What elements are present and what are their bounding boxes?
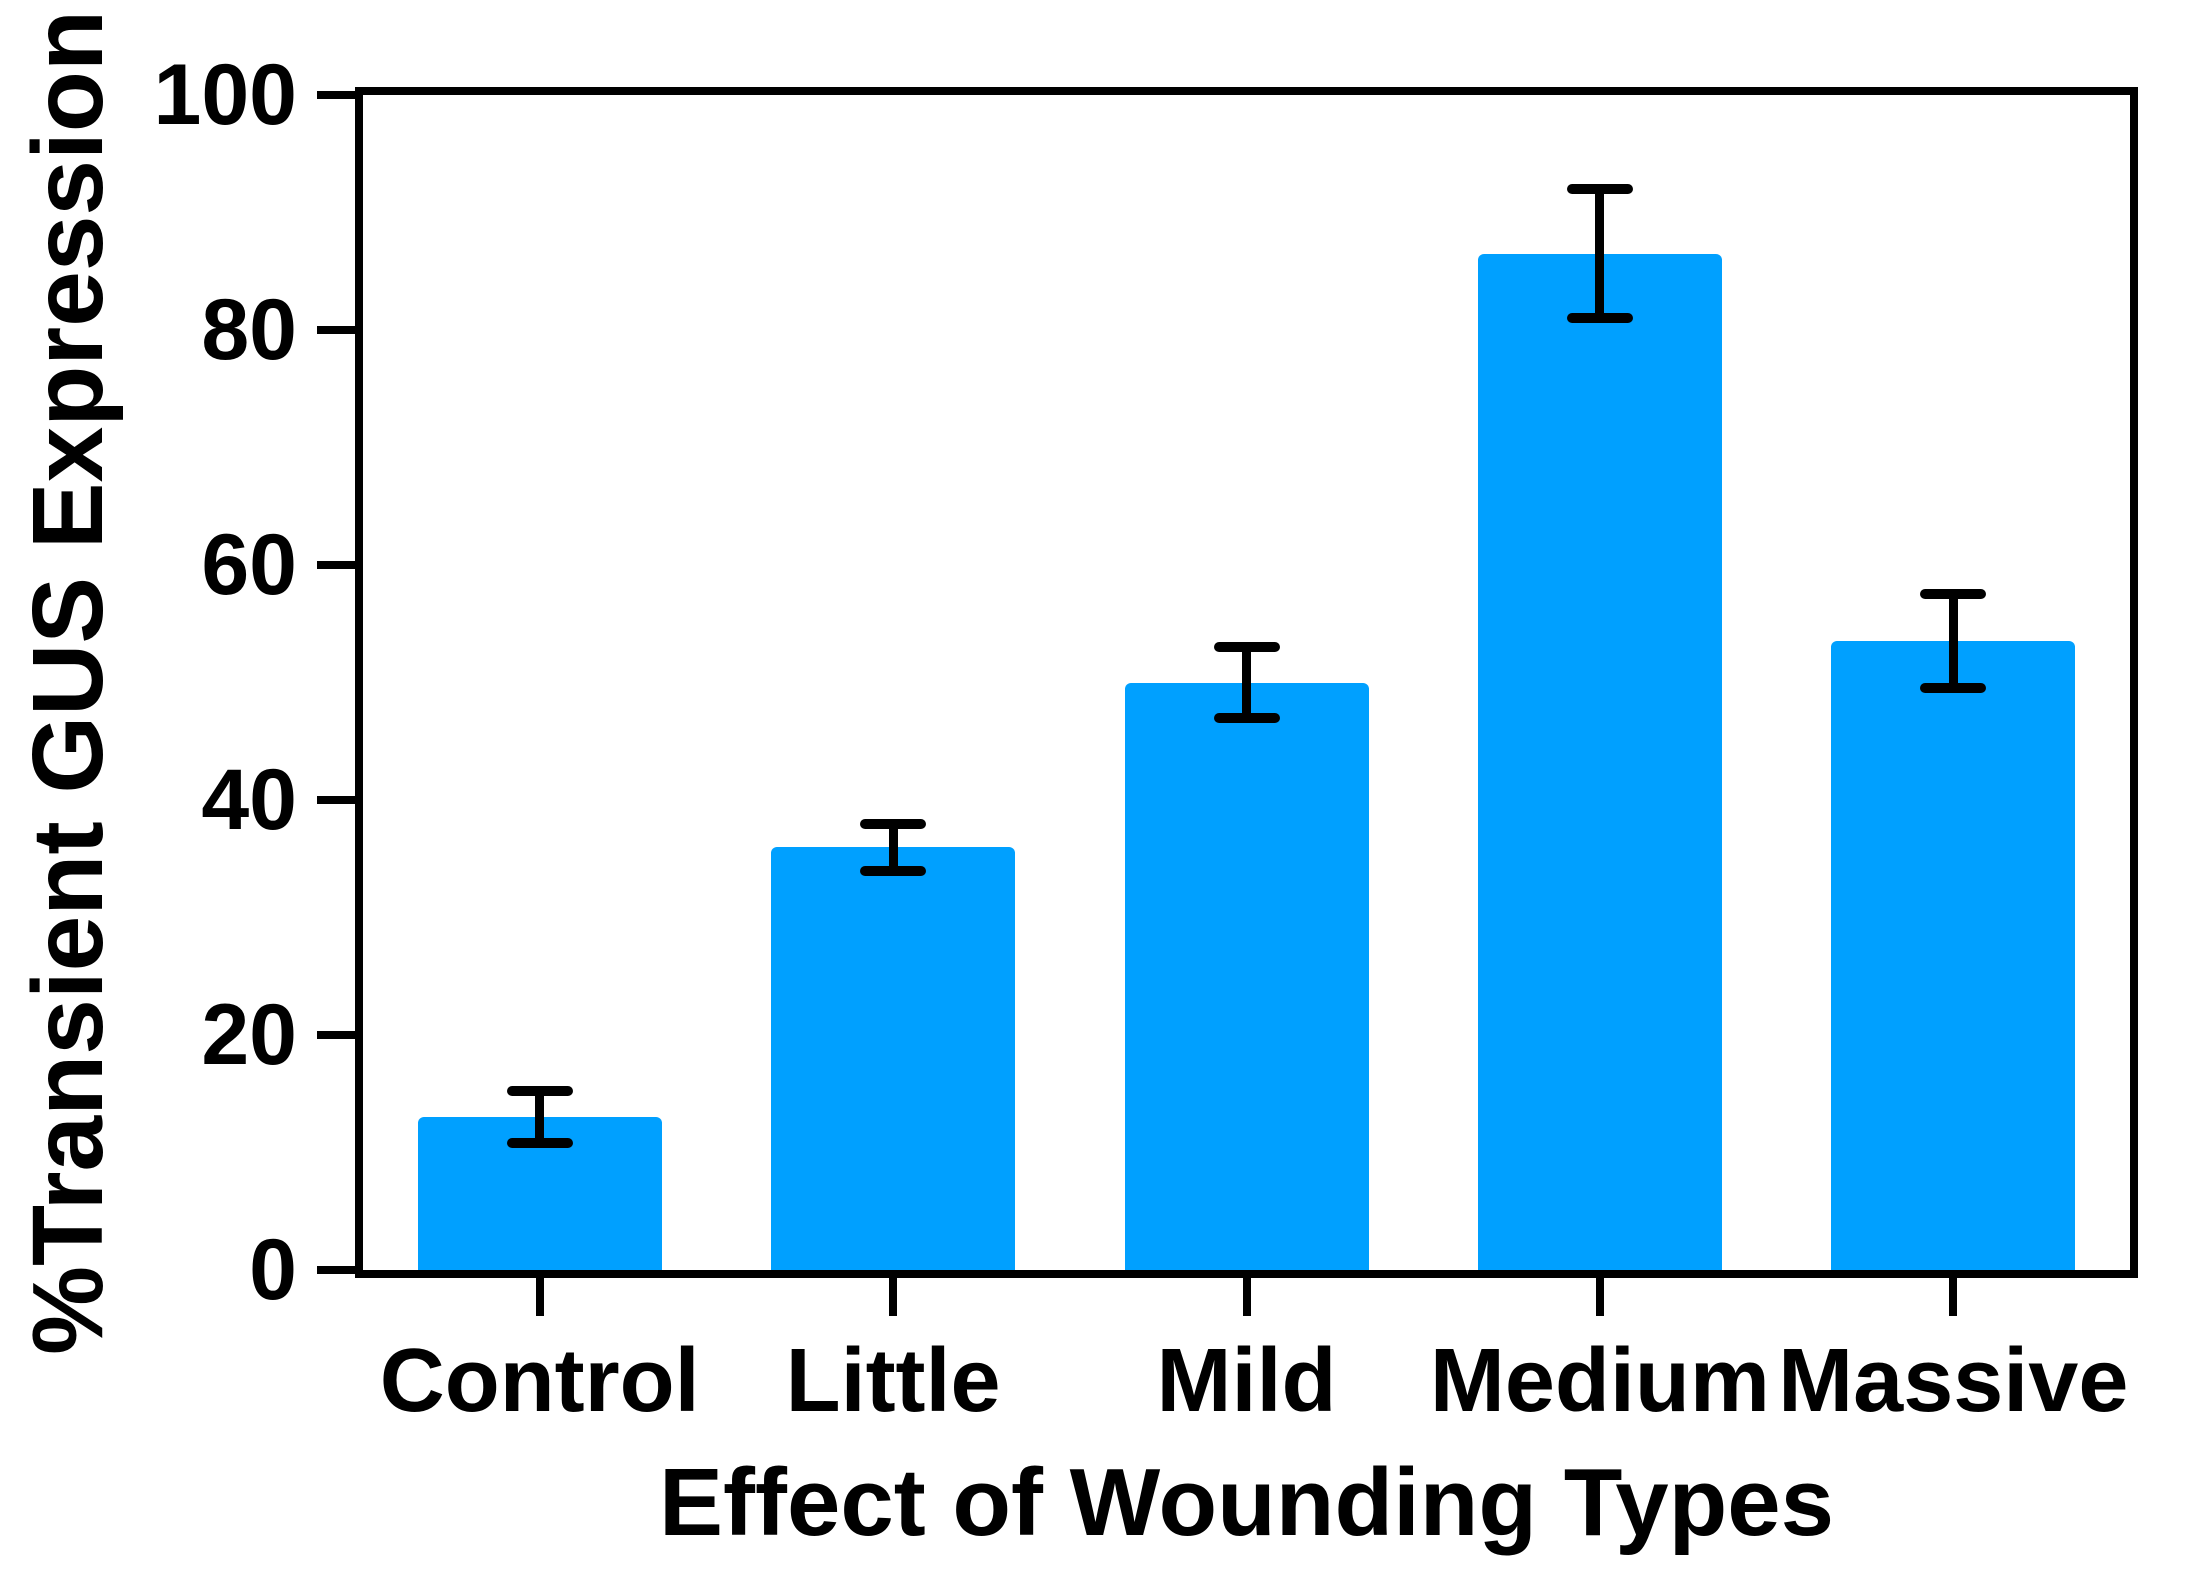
error-bar-bottom-cap [1920, 683, 1987, 694]
x-axis-tick [1242, 1278, 1251, 1316]
y-tick-label: 60 [201, 517, 297, 613]
error-bar-bottom-cap [1566, 313, 1633, 324]
y-axis-tick [317, 326, 355, 334]
y-tick-label: 20 [201, 987, 297, 1083]
category-label: Medium [1429, 1331, 1770, 1431]
category-label: Massive [1778, 1331, 2129, 1431]
bar [1124, 682, 1369, 1270]
y-tick-label: 0 [249, 1222, 297, 1318]
plot-area: 0 20 40 60 80 100 Control Little Mild Medium Massi… [154, 48, 2138, 1431]
bar [1831, 641, 2076, 1270]
y-axis-tick [317, 796, 355, 804]
bar [1477, 253, 1722, 1270]
error-bar-line [1595, 189, 1605, 319]
category-label: Little [785, 1331, 1001, 1431]
error-bar-bottom-cap [860, 865, 927, 876]
error-bar-top-cap [1920, 589, 1987, 600]
y-axis-tick [317, 91, 355, 99]
y-tick-label: 100 [153, 47, 298, 143]
error-bar-top-cap [506, 1086, 573, 1097]
error-bar-top-cap [1566, 184, 1633, 194]
category-label: Mild [1156, 1331, 1337, 1431]
plot-canvas: 0 20 40 60 80 100 Control Little Mild Medium Massi… [154, 48, 2130, 1431]
x-axis-tick [535, 1278, 544, 1316]
error-bar-line [888, 823, 898, 871]
error-bar-line [1242, 647, 1251, 718]
y-tick-label: 40 [201, 752, 297, 848]
x-axis-tick [889, 1278, 898, 1316]
y-axis-tick [317, 561, 355, 569]
category-label: Control [379, 1331, 700, 1431]
y-axis-title: %Transient GUS Expression [8, 10, 128, 1355]
y-axis-tick [317, 1031, 355, 1039]
error-bar-top-cap [1213, 642, 1280, 653]
y-axis-title-text: %Transient GUS Expression [11, 10, 124, 1355]
x-axis-title: Effect of Wounding Types [658, 1449, 1835, 1556]
error-bar-top-cap [860, 818, 927, 829]
y-axis-tick [317, 1266, 355, 1274]
error-bar-bottom-cap [1213, 712, 1280, 723]
x-axis-tick [1595, 1278, 1604, 1316]
bar [771, 847, 1016, 1270]
error-bar-bottom-cap [506, 1138, 573, 1149]
error-bar-line [535, 1091, 545, 1144]
y-tick-label: 80 [201, 282, 297, 378]
error-bar-line [1948, 594, 1958, 689]
x-axis-tick [1949, 1278, 1958, 1316]
